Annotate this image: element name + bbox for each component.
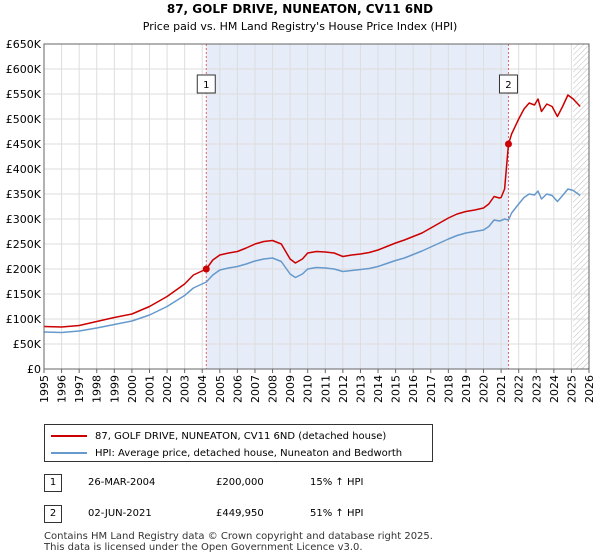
transaction-point [202, 265, 210, 273]
y-tick-label: £400K [6, 163, 42, 176]
x-tick-label: 2001 [143, 375, 156, 403]
x-tick-label: 2013 [354, 375, 367, 403]
series-line [43, 188, 581, 334]
x-tick-label: 2007 [249, 375, 262, 403]
x-tick-label: 2005 [214, 375, 227, 403]
transaction-number-badge: 2 [44, 505, 62, 523]
transaction-number-badge: 1 [44, 474, 62, 492]
transaction-row: 1 26-MAR-2004 £200,000 15% ↑ HPI [44, 474, 564, 494]
x-tick-label: 2011 [319, 375, 332, 403]
x-tick-label: 2004 [196, 375, 209, 403]
transaction-date: 02-JUN-2021 [88, 508, 152, 519]
x-tick-label: 2016 [407, 375, 420, 403]
legend-label-hpi: HPI: Average price, detached house, Nune… [95, 447, 403, 459]
legend-item-hpi: HPI: Average price, detached house, Nune… [51, 445, 402, 461]
y-tick-label: £650K [6, 38, 42, 51]
y-tick-label: £600K [6, 63, 42, 76]
x-tick-label: 2010 [302, 375, 315, 403]
transaction-date: 26-MAR-2004 [88, 477, 156, 488]
y-tick-label: £100K [6, 313, 42, 326]
legend-swatch-property [51, 435, 87, 437]
legend-item-property: 87, GOLF DRIVE, NUNEATON, CV11 6ND (deta… [51, 428, 386, 444]
y-tick-label: £200K [6, 263, 42, 276]
x-tick-label: 2008 [267, 375, 280, 403]
x-tick-label: 2022 [513, 375, 526, 403]
y-tick-label: £300K [6, 213, 42, 226]
y-tick-label: £50K [13, 338, 42, 351]
x-tick-label: 2019 [460, 375, 473, 403]
x-tick-label: 2017 [425, 375, 438, 403]
price-chart: 87, GOLF DRIVE, NUNEATON, CV11 6ND Price… [6, 2, 596, 403]
chart-title: 87, GOLF DRIVE, NUNEATON, CV11 6ND [167, 2, 433, 16]
footer-licence: This data is licensed under the Open Gov… [44, 542, 363, 553]
x-tick-label: 1996 [56, 375, 69, 403]
x-tick-label: 2020 [478, 375, 491, 403]
legend-swatch-hpi [51, 452, 87, 454]
chart-subtitle: Price paid vs. HM Land Registry's House … [143, 20, 458, 33]
plot-frame [43, 43, 590, 370]
transaction-hpi-change: 15% ↑ HPI [310, 477, 364, 488]
marker-label-box [498, 74, 518, 94]
x-tick-label: 2006 [231, 375, 244, 403]
x-tick-label: 1995 [38, 375, 51, 403]
transaction-price: £200,000 [216, 477, 264, 488]
y-tick-label: £500K [6, 113, 42, 126]
footer-copyright: Contains HM Land Registry data © Crown c… [44, 531, 433, 542]
series-line [43, 94, 581, 328]
footer: Contains HM Land Registry data © Crown c… [44, 531, 433, 553]
x-tick-label: 2012 [337, 375, 350, 403]
y-tick-label: £350K [6, 188, 42, 201]
x-tick-label: 2015 [390, 375, 403, 403]
forecast-hatch [573, 44, 589, 369]
x-tick-label: 2023 [530, 375, 543, 403]
x-tick-label: 2002 [161, 375, 174, 403]
y-tick-label: £150K [6, 288, 42, 301]
y-tick-label: £450K [6, 138, 42, 151]
legend: 87, GOLF DRIVE, NUNEATON, CV11 6ND (deta… [44, 424, 433, 462]
y-tick-label: £550K [6, 88, 42, 101]
x-tick-label: 2018 [442, 375, 455, 403]
y-tick-label: £0 [27, 363, 41, 376]
transaction-row: 2 02-JUN-2021 £449,950 51% ↑ HPI [44, 505, 564, 525]
y-tick-label: £250K [6, 238, 42, 251]
transaction-price: £449,950 [216, 508, 264, 519]
marker-label: 2 [505, 80, 511, 91]
x-tick-label: 2026 [583, 375, 596, 403]
ownership-period-shade [206, 44, 509, 369]
transaction-hpi-change: 51% ↑ HPI [310, 508, 364, 519]
x-tick-label: 2025 [565, 375, 578, 403]
x-tick-label: 1998 [91, 375, 104, 403]
x-tick-label: 2024 [548, 375, 561, 403]
transaction-point [504, 140, 512, 148]
marker-label: 1 [203, 80, 209, 91]
x-tick-label: 1999 [108, 375, 121, 403]
legend-label-property: 87, GOLF DRIVE, NUNEATON, CV11 6ND (deta… [95, 430, 387, 442]
x-tick-label: 1997 [73, 375, 86, 403]
x-tick-label: 2021 [495, 375, 508, 403]
x-tick-label: 2014 [372, 375, 385, 403]
x-tick-label: 2000 [126, 375, 139, 403]
x-tick-label: 2009 [284, 375, 297, 403]
x-tick-label: 2003 [179, 375, 192, 403]
marker-label-box [196, 74, 216, 94]
